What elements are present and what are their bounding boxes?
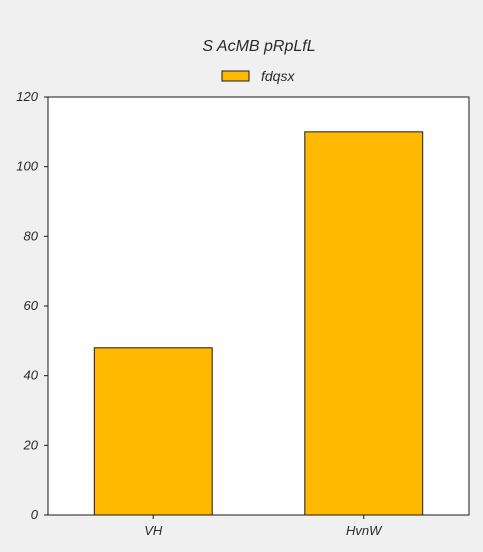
x-axis: VH HvnW bbox=[144, 515, 383, 538]
y-tick-label-4: 80 bbox=[24, 228, 39, 243]
x-tick-label-1: HvnW bbox=[346, 523, 383, 538]
bars-group bbox=[93, 131, 424, 516]
x-tick-label-0: VH bbox=[144, 523, 163, 538]
y-tick-label-1: 20 bbox=[23, 437, 39, 452]
bar-vh bbox=[93, 347, 213, 516]
y-axis: 0 20 40 60 80 100 120 bbox=[16, 89, 48, 522]
legend-label: fdqsx bbox=[261, 68, 295, 84]
y-tick-label-2: 40 bbox=[24, 368, 39, 383]
legend-swatch bbox=[221, 70, 250, 82]
chart-title: S AcMB pRpLfL bbox=[202, 38, 315, 55]
y-tick-label-6: 120 bbox=[16, 89, 38, 104]
y-tick-label-0: 0 bbox=[31, 507, 39, 522]
bar-hvnw bbox=[304, 131, 424, 516]
y-tick-label-5: 100 bbox=[16, 159, 38, 174]
legend: fdqsx bbox=[221, 68, 295, 84]
y-tick-label-3: 60 bbox=[24, 298, 39, 313]
